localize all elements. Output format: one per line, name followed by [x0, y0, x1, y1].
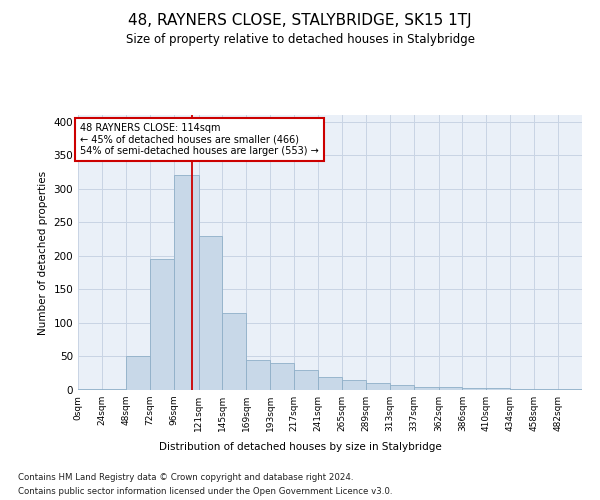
Bar [102, 388, 126, 390]
Bar [342, 380, 366, 390]
Text: Distribution of detached houses by size in Stalybridge: Distribution of detached houses by size … [158, 442, 442, 452]
Bar [439, 386, 463, 390]
Bar [534, 388, 558, 390]
Bar [223, 313, 247, 390]
Text: Contains HM Land Registry data © Crown copyright and database right 2024.: Contains HM Land Registry data © Crown c… [18, 472, 353, 482]
Bar [487, 388, 510, 390]
Bar [558, 388, 582, 390]
Y-axis label: Number of detached properties: Number of detached properties [38, 170, 48, 334]
Bar [126, 356, 150, 390]
Text: 48, RAYNERS CLOSE, STALYBRIDGE, SK15 1TJ: 48, RAYNERS CLOSE, STALYBRIDGE, SK15 1TJ [128, 12, 472, 28]
Bar [366, 384, 390, 390]
Bar [78, 388, 102, 390]
Text: 48 RAYNERS CLOSE: 114sqm
← 45% of detached houses are smaller (466)
54% of semi-: 48 RAYNERS CLOSE: 114sqm ← 45% of detach… [80, 123, 319, 156]
Bar [294, 370, 318, 390]
Text: Contains public sector information licensed under the Open Government Licence v3: Contains public sector information licen… [18, 488, 392, 496]
Bar [318, 376, 342, 390]
Bar [199, 236, 223, 390]
Bar [173, 176, 199, 390]
Bar [463, 388, 487, 390]
Bar [390, 384, 413, 390]
Bar [247, 360, 270, 390]
Text: Size of property relative to detached houses in Stalybridge: Size of property relative to detached ho… [125, 32, 475, 46]
Bar [510, 388, 534, 390]
Bar [150, 259, 173, 390]
Bar [413, 386, 439, 390]
Bar [270, 363, 294, 390]
